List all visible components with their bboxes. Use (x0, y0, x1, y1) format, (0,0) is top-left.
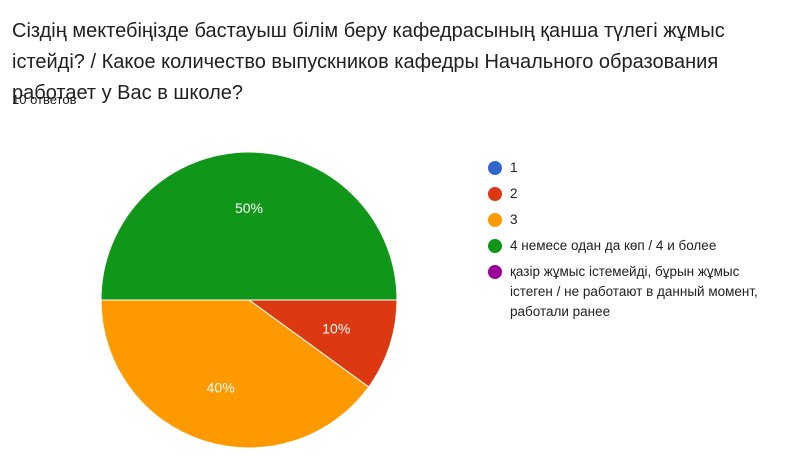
legend-dot-icon (488, 213, 502, 227)
legend-label: 2 (510, 186, 518, 201)
slice-label: 10% (322, 320, 350, 336)
pie-slice[interactable] (247, 299, 398, 388)
legend-item[interactable]: 3 (488, 210, 778, 230)
response-count: 10 ответов (12, 92, 77, 107)
pie-slice[interactable] (100, 151, 398, 301)
legend-item[interactable]: 4 немесе одан да көп / 4 и более (488, 236, 778, 256)
legend-label: 4 немесе одан да көп / 4 и более (510, 238, 717, 253)
pie-slice[interactable] (100, 299, 370, 449)
chart-legend: 1 2 3 4 немесе одан да көп / 4 и более қ… (488, 158, 778, 328)
legend-dot-icon (488, 239, 502, 253)
legend-item[interactable]: 1 (488, 158, 778, 178)
legend-label: 1 (510, 160, 518, 175)
slice-label: 50% (235, 200, 263, 216)
legend-dot-icon (488, 161, 502, 175)
question-title: Сіздің мектебіңізде бастауыш білім беру … (12, 20, 725, 104)
legend-item[interactable]: қазір жұмыс істемейді, бұрын жұмыс істег… (488, 262, 778, 322)
legend-label: қазір жұмыс істемейді, бұрын жұмыс істег… (510, 264, 758, 319)
legend-label: 3 (510, 212, 518, 227)
legend-item[interactable]: 2 (488, 184, 778, 204)
legend-dot-icon (488, 265, 502, 279)
legend-dot-icon (488, 187, 502, 201)
slice-label: 40% (207, 379, 235, 395)
